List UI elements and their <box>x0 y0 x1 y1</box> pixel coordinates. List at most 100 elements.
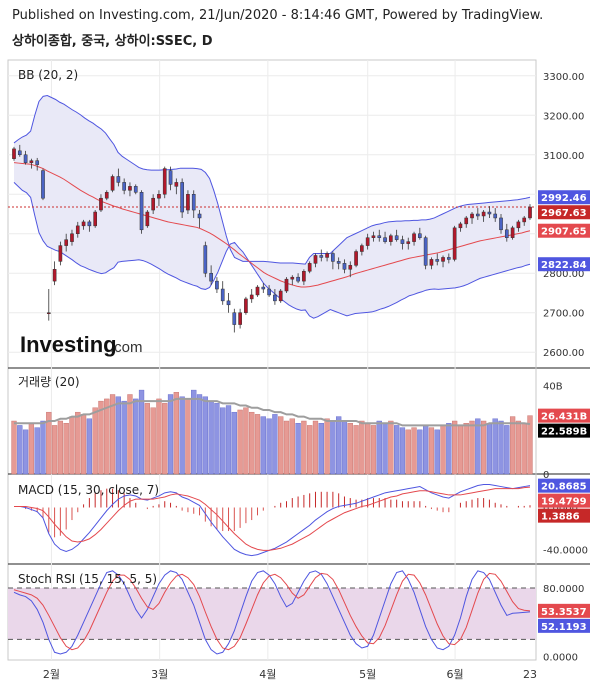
volume-bar <box>515 420 522 475</box>
candle-body <box>360 245 364 252</box>
candle-body <box>186 194 190 211</box>
candle-body <box>365 237 370 246</box>
volume-bar <box>225 405 232 475</box>
value-label: 22.589B <box>541 427 587 438</box>
x-tick-label: 6월 <box>447 668 464 681</box>
volume-bar <box>237 409 243 475</box>
candle-body <box>290 276 295 280</box>
value-label-box <box>538 190 590 205</box>
volume-bar <box>167 394 174 475</box>
candle-body <box>418 233 422 238</box>
candle-body <box>64 239 69 246</box>
stoch-rsi-band <box>8 588 536 640</box>
candle-body <box>481 211 486 217</box>
candle-body <box>52 269 57 282</box>
volume-bar <box>423 425 429 475</box>
candle-body <box>348 265 353 270</box>
candle-body <box>197 213 202 219</box>
candle-body <box>429 259 434 266</box>
volume-bar <box>365 423 371 475</box>
value-label: 26.431B <box>541 412 587 423</box>
volume-bar <box>388 420 394 475</box>
volume-bar <box>173 392 179 475</box>
value-label: 2992.46 <box>541 193 587 204</box>
y-tick-label: -40.0000 <box>543 545 588 556</box>
volume-bar <box>220 407 226 475</box>
volume-bar <box>46 411 52 475</box>
volume-bar <box>347 423 353 475</box>
volume-bar <box>405 429 411 475</box>
volume-bar <box>330 420 336 475</box>
volume-bar <box>80 414 87 475</box>
candle-body <box>273 294 277 302</box>
volume-bar <box>382 423 388 475</box>
volume-bar <box>278 416 284 475</box>
volume-bar <box>22 429 29 475</box>
value-label-box <box>538 508 590 523</box>
candle-body <box>412 233 416 242</box>
candle-body <box>191 194 196 211</box>
volume-bar <box>283 420 290 475</box>
candle-body <box>452 227 457 260</box>
y-tick-label: 0 <box>543 470 549 481</box>
volume-bar <box>92 407 98 475</box>
volume-bar <box>504 425 510 475</box>
volume-bar <box>115 396 121 475</box>
candle-body <box>238 312 242 325</box>
candle-body <box>354 251 358 266</box>
volume-bar <box>428 427 435 475</box>
volume-bar <box>394 425 400 475</box>
candle-body <box>110 176 115 191</box>
candle-body <box>307 263 312 272</box>
candle-body <box>104 192 109 199</box>
candle-body <box>342 263 347 270</box>
candle-body <box>151 197 155 211</box>
volume-bar <box>301 420 307 475</box>
value-label: 2967.63 <box>541 208 587 219</box>
volume-bar <box>69 416 75 475</box>
y-tick-label: 40B <box>543 382 563 393</box>
y-tick-label: 3200.00 <box>543 111 584 122</box>
volume-bar <box>492 418 498 475</box>
y-tick-label: 2600.00 <box>543 348 584 359</box>
candle-body <box>255 286 260 296</box>
volume-bar <box>57 420 64 475</box>
candle-body <box>93 211 97 227</box>
value-label: 53.3537 <box>541 607 587 618</box>
candle-body <box>406 241 411 244</box>
volume-bar <box>411 427 417 475</box>
x-tick-label: 3월 <box>151 668 168 681</box>
value-label-box <box>538 493 590 508</box>
volume-bar <box>144 403 150 475</box>
candle-body <box>226 300 231 306</box>
x-tick-label: 5월 <box>359 668 376 681</box>
candle-body <box>464 217 469 225</box>
volume-bar <box>440 425 446 475</box>
volume-bar <box>457 425 464 475</box>
candle-body <box>394 235 399 240</box>
value-label: 1.3886 <box>541 512 580 523</box>
x-tick-label: 23 <box>523 668 537 681</box>
candle-body <box>487 211 492 215</box>
candle-body <box>284 278 289 292</box>
candle-body <box>261 286 266 290</box>
volume-bar <box>150 407 156 475</box>
symbol-title: 상하이종합, 중국, 상하이:SSEC, D <box>12 34 213 49</box>
volume-bar <box>370 425 377 475</box>
y-tick-label: 3100.00 <box>543 151 584 162</box>
volume-bar <box>295 423 301 475</box>
candle-body <box>267 288 271 296</box>
volume-ma-line <box>14 397 531 427</box>
volume-bar <box>318 423 324 475</box>
volume-bar <box>527 415 533 475</box>
candle-body <box>528 206 532 219</box>
volume-bar <box>185 398 191 475</box>
stoch-k-line <box>13 570 531 655</box>
value-label: 2822.84 <box>541 260 587 271</box>
investing-logo: Investing .com <box>20 332 143 357</box>
candle-body <box>475 213 480 217</box>
bb-band-fill <box>14 95 530 319</box>
candle-body <box>122 182 126 191</box>
value-label-box <box>538 408 590 423</box>
candle-body <box>203 245 208 274</box>
